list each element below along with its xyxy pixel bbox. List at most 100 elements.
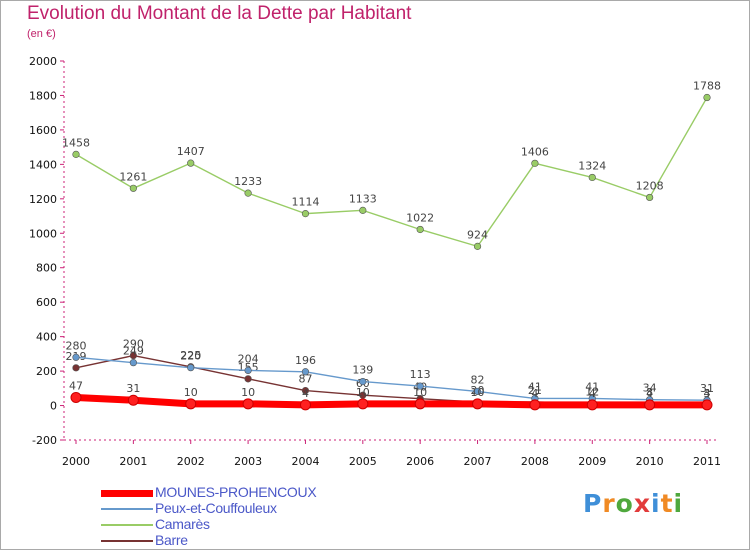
data-point-peux-et-couffouleux (187, 364, 195, 372)
data-point-barre (72, 364, 80, 372)
data-label-peux-et-couffouleux: 113 (410, 368, 431, 381)
data-point-mounes-prohencoux (185, 398, 197, 410)
data-label-peux-et-couffouleux: 41 (528, 380, 542, 393)
logo-letter: t (660, 489, 674, 518)
data-point-peux-et-couffouleux (72, 353, 80, 361)
data-point-camares (473, 242, 482, 250)
data-label-mounes-prohencoux: 10 (241, 386, 255, 399)
y-tick-label: 1600 (29, 124, 57, 137)
data-label-camares: 1788 (693, 80, 721, 93)
data-point-mounes-prohencoux (701, 399, 713, 411)
x-tick-label: 2010 (636, 455, 664, 468)
y-tick-label: 200 (36, 365, 57, 378)
legend-swatch (101, 508, 153, 510)
data-point-barre (301, 386, 310, 395)
data-point-peux-et-couffouleux (244, 366, 252, 375)
data-label-peux-et-couffouleux: 204 (238, 352, 259, 365)
data-label-camares: 1114 (291, 196, 319, 209)
data-label-mounes-prohencoux: 47 (69, 379, 83, 392)
data-label-peux-et-couffouleux: 34 (643, 382, 657, 395)
x-tick-label: 2006 (406, 455, 434, 468)
data-label-mounes-prohencoux: 31 (126, 382, 140, 395)
legend-swatch (101, 524, 153, 526)
chart-title: Evolution du Montant de la Dette par Hab… (27, 3, 412, 24)
legend-label: Camarès (155, 516, 210, 532)
data-label-peux-et-couffouleux: 31 (700, 382, 714, 395)
logo-letter: i (673, 489, 684, 518)
data-label-mounes-prohencoux: 10 (471, 386, 485, 399)
data-label-mounes-prohencoux: 4 (589, 387, 596, 400)
data-label-mounes-prohencoux: 10 (413, 386, 427, 399)
x-tick-label: 2004 (291, 455, 319, 468)
data-label-mounes-prohencoux: 4 (302, 387, 309, 400)
data-point-mounes-prohencoux (472, 398, 484, 410)
y-tick-label: 600 (36, 296, 57, 309)
series-line-peux-et-couffouleux (75, 356, 708, 401)
data-label-camares: 1233 (234, 175, 262, 188)
legend-label: MOUNES-PROHENCOUX (155, 484, 317, 500)
data-label-peux-et-couffouleux: 280 (66, 339, 87, 352)
y-tick-label: 1400 (29, 158, 57, 171)
data-point-peux-et-couffouleux (301, 368, 310, 376)
legend-swatch (101, 540, 153, 542)
data-point-peux-et-couffouleux (359, 377, 367, 386)
proxiti-logo: Proxiti (583, 489, 683, 518)
y-tick-label: 800 (36, 262, 57, 275)
data-label-camares: 1261 (119, 170, 147, 183)
data-label-peux-et-couffouleux: 82 (471, 373, 485, 386)
x-tick-label: 2005 (349, 455, 377, 468)
data-point-barre (244, 375, 252, 383)
data-label-barre: 87 (298, 373, 312, 386)
y-tick-label: 400 (36, 331, 57, 344)
x-tick-label: 2011 (693, 455, 721, 468)
data-label-camares: 1324 (578, 159, 606, 172)
data-point-camares (244, 189, 252, 197)
x-tick-label: 2003 (234, 455, 262, 468)
data-label-peux-et-couffouleux: 139 (352, 364, 373, 377)
y-tick-label: 1200 (29, 193, 57, 206)
data-point-camares (72, 150, 80, 158)
series-line-mounes-prohencoux (72, 393, 711, 409)
data-label-barre: 21 (528, 384, 542, 397)
series-line-camares (75, 96, 708, 248)
y-tick-label: 1800 (29, 89, 57, 102)
data-point-peux-et-couffouleux (129, 359, 137, 367)
data-point-mounes-prohencoux (357, 398, 369, 410)
x-tick-label: 2001 (119, 455, 147, 468)
data-label-peux-et-couffouleux: 41 (585, 380, 599, 393)
data-point-mounes-prohencoux (127, 394, 139, 406)
data-point-peux-et-couffouleux (473, 387, 482, 396)
x-tick-label: 2008 (521, 455, 549, 468)
data-label-barre: 8 (646, 386, 653, 399)
data-point-camares (301, 210, 310, 218)
x-tick-label: 2002 (177, 455, 205, 468)
data-point-mounes-prohencoux (414, 398, 426, 410)
data-label-barre: 12 (585, 385, 599, 398)
logo-letter: i (651, 489, 661, 518)
data-label-barre: 225 (180, 349, 201, 362)
data-label-mounes-prohencoux: 4 (704, 387, 711, 400)
data-label-camares: 1406 (521, 145, 549, 158)
data-label-peux-et-couffouleux: 249 (123, 345, 144, 358)
data-point-camares (703, 93, 711, 102)
x-tick-label: 2009 (578, 455, 606, 468)
data-label-camares: 1458 (62, 136, 90, 149)
y-tick-label: 2000 (29, 55, 57, 68)
data-label-camares: 1133 (349, 192, 377, 205)
data-label-peux-et-couffouleux: 196 (295, 354, 316, 367)
y-tick-label: -200 (32, 434, 57, 447)
data-point-mounes-prohencoux (529, 399, 541, 411)
data-point-camares (588, 173, 596, 182)
data-point-camares (359, 206, 367, 214)
data-point-mounes-prohencoux (242, 398, 254, 410)
data-point-mounes-prohencoux (299, 399, 311, 411)
series-line-barre (75, 354, 708, 406)
y-tick-label: 0 (50, 400, 57, 413)
legend-label: Peux-et-Couffouleux (155, 500, 277, 516)
y-tick-label: 1000 (29, 227, 57, 240)
data-point-mounes-prohencoux (586, 399, 598, 411)
data-point-camares (416, 225, 424, 234)
logo-letter: r (602, 489, 616, 518)
x-tick-label: 2007 (464, 455, 492, 468)
